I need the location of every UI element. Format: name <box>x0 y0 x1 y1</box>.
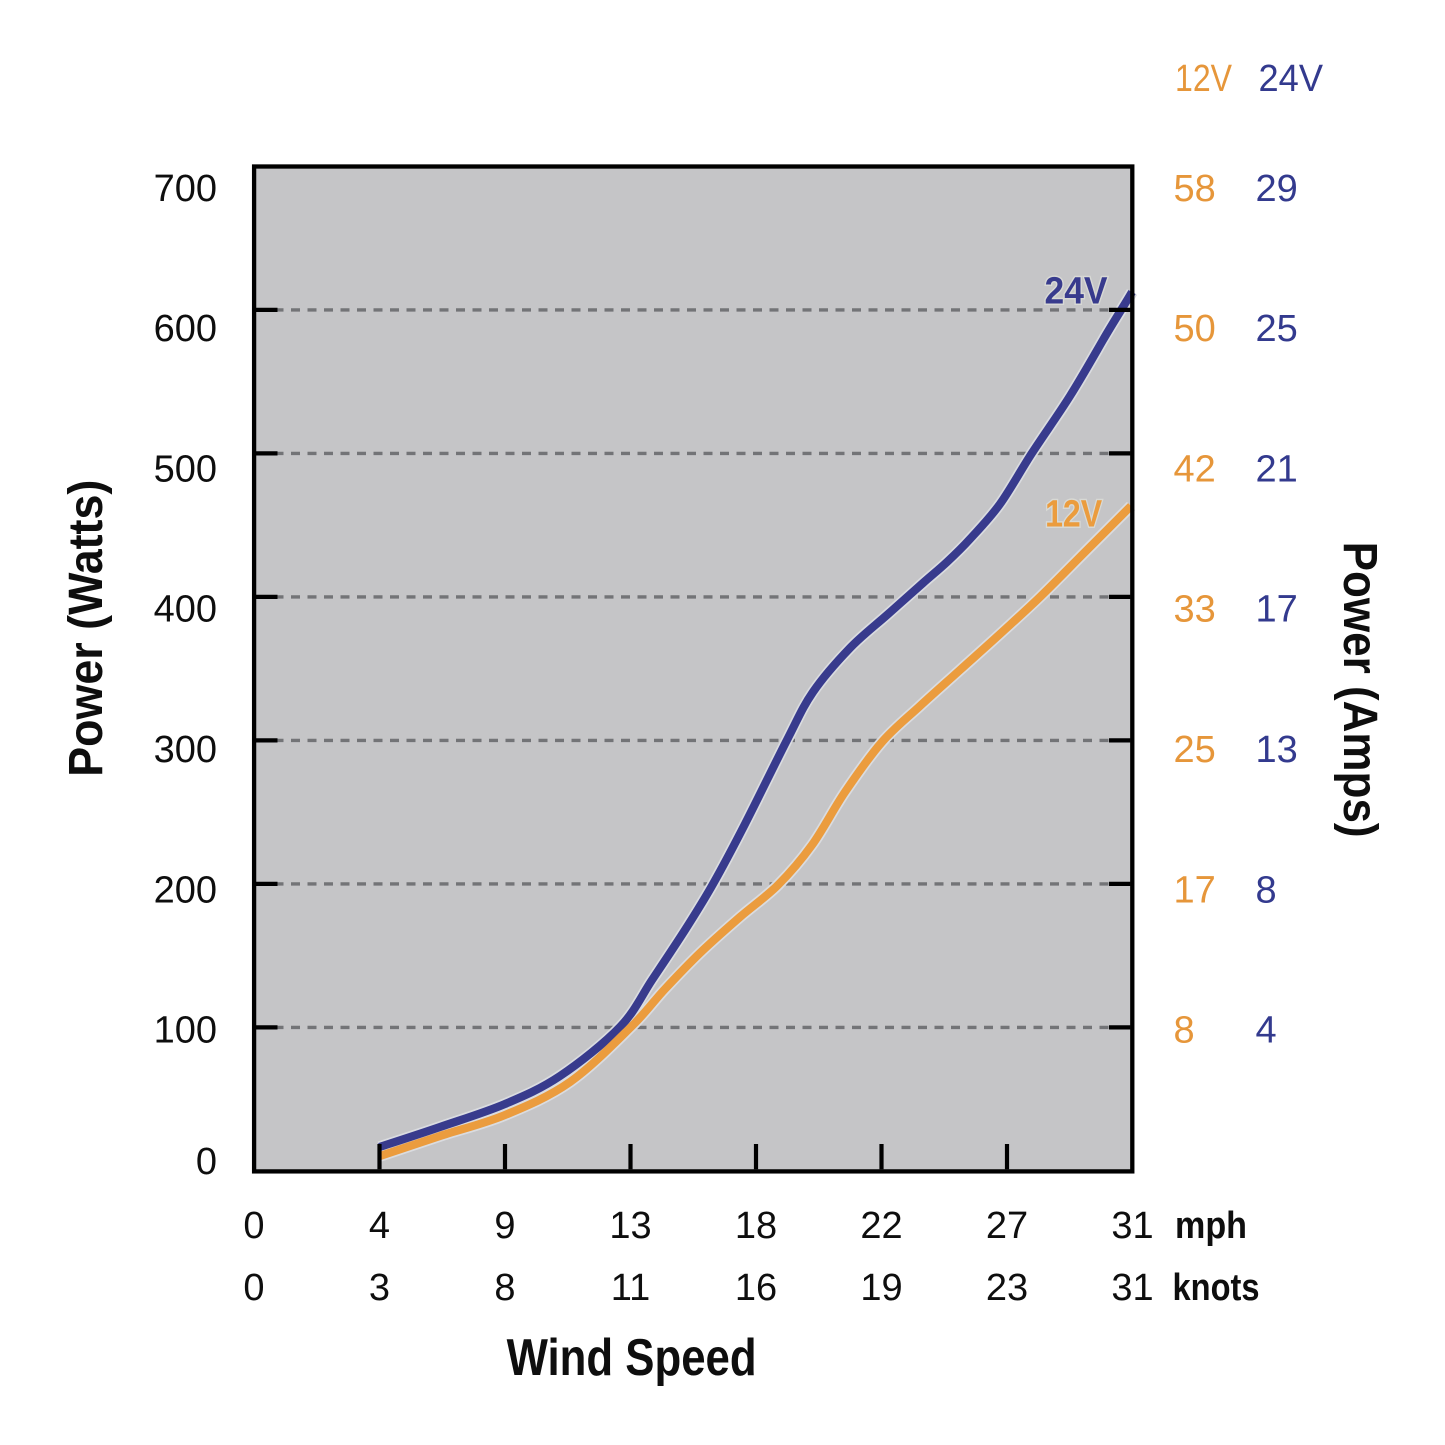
svg-text:21: 21 <box>1256 448 1298 490</box>
svg-text:31: 31 <box>1111 1267 1153 1309</box>
svg-text:8: 8 <box>1256 869 1277 911</box>
svg-text:22: 22 <box>860 1205 902 1247</box>
svg-text:0: 0 <box>243 1205 264 1247</box>
svg-text:25: 25 <box>1174 729 1216 771</box>
svg-text:300: 300 <box>154 729 217 771</box>
svg-text:17: 17 <box>1256 589 1298 631</box>
svg-text:8: 8 <box>1174 1010 1195 1052</box>
svg-text:11: 11 <box>611 1267 650 1309</box>
svg-text:18: 18 <box>735 1205 777 1247</box>
svg-text:24V: 24V <box>1259 58 1324 100</box>
svg-text:19: 19 <box>860 1267 902 1309</box>
svg-text:400: 400 <box>154 589 217 631</box>
svg-text:13: 13 <box>1256 729 1298 771</box>
svg-text:700: 700 <box>154 168 217 210</box>
svg-text:knots: knots <box>1173 1267 1260 1309</box>
svg-text:27: 27 <box>986 1205 1028 1247</box>
svg-text:4: 4 <box>369 1205 390 1247</box>
svg-text:12V: 12V <box>1045 494 1103 536</box>
svg-text:23: 23 <box>986 1267 1028 1309</box>
svg-text:Wind Speed: Wind Speed <box>507 1328 757 1386</box>
svg-text:mph: mph <box>1175 1205 1247 1247</box>
svg-text:25: 25 <box>1256 308 1298 350</box>
svg-text:13: 13 <box>609 1205 651 1247</box>
svg-text:50: 50 <box>1174 308 1216 350</box>
svg-text:200: 200 <box>154 869 217 911</box>
svg-text:100: 100 <box>154 1010 217 1052</box>
svg-text:31: 31 <box>1111 1205 1153 1247</box>
svg-text:42: 42 <box>1174 448 1216 490</box>
svg-text:4: 4 <box>1256 1010 1277 1052</box>
svg-text:9: 9 <box>494 1205 515 1247</box>
svg-text:29: 29 <box>1256 168 1298 210</box>
svg-text:8: 8 <box>494 1267 515 1309</box>
svg-text:0: 0 <box>243 1267 264 1309</box>
svg-text:12V: 12V <box>1175 58 1233 100</box>
svg-text:58: 58 <box>1174 168 1216 210</box>
svg-text:3: 3 <box>369 1267 390 1309</box>
svg-text:16: 16 <box>735 1267 777 1309</box>
svg-text:33: 33 <box>1174 589 1216 631</box>
svg-text:500: 500 <box>154 448 217 490</box>
svg-text:17: 17 <box>1174 869 1216 911</box>
svg-text:0: 0 <box>196 1141 217 1183</box>
svg-text:Power (Amps): Power (Amps) <box>1333 542 1387 838</box>
svg-text:24V: 24V <box>1045 270 1109 312</box>
svg-text:Power (Watts): Power (Watts) <box>59 480 113 777</box>
svg-text:600: 600 <box>154 308 217 350</box>
